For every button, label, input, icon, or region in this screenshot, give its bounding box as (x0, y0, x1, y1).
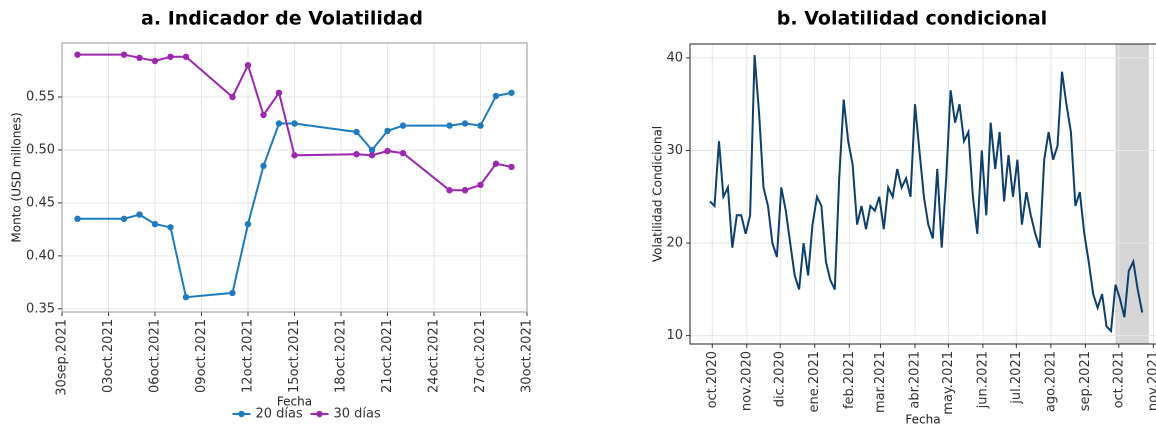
x-axis-label: Fecha (277, 395, 312, 409)
x-tick-label: oct.2021 (1111, 351, 1126, 408)
data-point (136, 54, 143, 62)
data-point (74, 51, 81, 58)
x-tick-label: jun.2021 (975, 351, 990, 409)
x-tick-label: sep.2021 (1078, 351, 1093, 411)
data-point (151, 57, 159, 65)
x-tick-label: 12oct.2021 (241, 319, 256, 393)
x-tick-label: nov.2021 (1146, 351, 1156, 411)
data-point (461, 120, 469, 127)
data-point (446, 122, 453, 129)
x-tick-label: 30oct.2021 (520, 319, 535, 393)
y-tick-label: 30 (666, 143, 683, 158)
legend-marker (316, 410, 323, 418)
x-tick-label: 06oct.2021 (148, 319, 163, 393)
data-point (120, 51, 128, 58)
data-point (167, 53, 174, 60)
x-tick-label: 18oct.2021 (334, 319, 349, 393)
chart-title: b. Volatilidad condicional (777, 8, 1047, 30)
data-point (291, 152, 298, 159)
data-point (167, 224, 174, 231)
data-point (260, 111, 267, 119)
data-point (275, 120, 283, 127)
data-point (353, 151, 360, 158)
legend-label: 20 días (256, 407, 304, 422)
data-point (477, 122, 484, 129)
x-tick-label: 03oct.2021 (101, 319, 116, 393)
y-tick-label: 40 (666, 50, 683, 65)
x-tick-label: mar.2021 (873, 351, 888, 413)
y-tick-label: 20 (666, 236, 683, 251)
data-point (136, 211, 143, 218)
data-point (384, 147, 391, 155)
data-point (244, 62, 252, 69)
data-point (260, 162, 267, 170)
data-point (229, 93, 236, 101)
y-tick-label: 0.40 (26, 248, 55, 263)
x-tick-label: 09oct.2021 (194, 319, 209, 393)
x-tick-label: may.2021 (941, 351, 956, 415)
data-point (461, 187, 469, 194)
data-point (368, 146, 376, 154)
data-point (229, 289, 236, 297)
data-point (244, 220, 252, 228)
x-tick-label: 27oct.2021 (473, 319, 488, 393)
data-point (508, 89, 515, 96)
y-axis-label: Monto (USD millones) (10, 112, 24, 242)
data-point (291, 120, 298, 127)
x-tick-label: 15oct.2021 (287, 319, 302, 393)
x-tick-label: ago.2021 (1043, 351, 1058, 412)
y-tick-label: 0.35 (26, 301, 55, 316)
data-point (353, 128, 360, 136)
data-point (508, 163, 515, 171)
data-point (492, 160, 500, 167)
data-point (477, 181, 484, 189)
x-axis-label: Fecha (905, 413, 940, 425)
x-tick-label: dic.2020 (773, 351, 788, 407)
data-point (151, 220, 159, 228)
y-tick-label: 0.55 (26, 90, 55, 105)
x-tick-label: abr.2021 (907, 351, 922, 409)
y-axis-label: Volatilidad Condicional (651, 126, 665, 262)
x-tick-label: feb.2021 (842, 351, 857, 409)
plot-border (689, 43, 1156, 345)
data-point (399, 122, 407, 129)
x-tick-label: 30sep.2021 (55, 319, 70, 396)
x-tick-label: 21oct.2021 (380, 319, 395, 393)
x-tick-label: 24oct.2021 (427, 319, 442, 393)
data-point (399, 149, 407, 157)
data-point (446, 187, 453, 194)
plot-border (61, 42, 528, 313)
data-point (74, 215, 81, 223)
x-tick-label: nov.2020 (739, 351, 754, 411)
y-tick-label: 10 (666, 328, 683, 343)
x-tick-label: oct.2020 (705, 351, 720, 408)
data-point (182, 53, 190, 60)
legend-marker (238, 410, 245, 418)
data-point (368, 152, 376, 159)
x-tick-label: ene.2021 (807, 351, 822, 412)
data-point (120, 215, 128, 223)
y-tick-label: 0.50 (26, 142, 55, 157)
legend-label: 30 días (334, 407, 382, 422)
series-line (709, 55, 1144, 334)
data-point (384, 127, 391, 135)
shaded-period (1115, 44, 1149, 344)
data-point (492, 92, 500, 100)
chart-title: a. Indicador de Volatilidad (141, 8, 423, 30)
data-point (275, 89, 283, 96)
data-point (182, 293, 190, 301)
x-tick-label: jul.2021 (1009, 351, 1024, 405)
y-tick-label: 0.45 (26, 195, 55, 210)
